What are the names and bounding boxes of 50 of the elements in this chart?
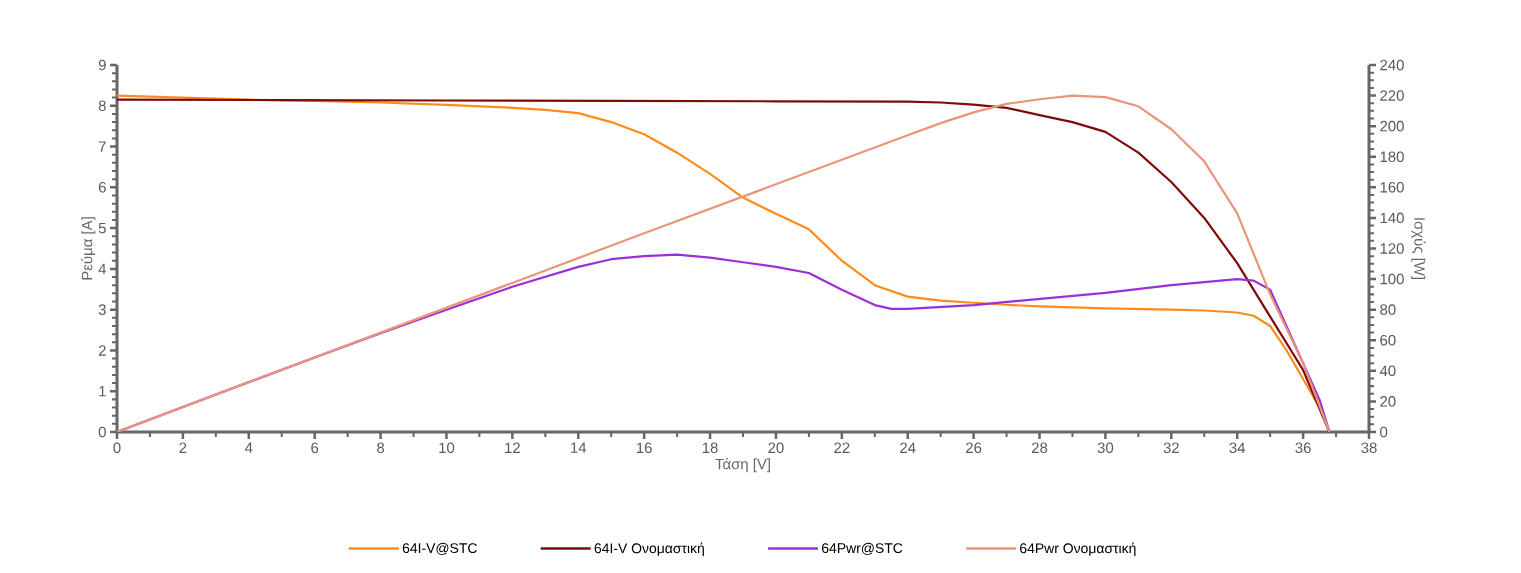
x-tick-label: 34 <box>1229 442 1246 454</box>
x-tick-label: 2 <box>179 442 187 453</box>
y2-tick-label: 80 <box>1380 304 1396 315</box>
y-tick-label: 4 <box>98 263 107 275</box>
x-tick-label: 14 <box>571 442 587 453</box>
y2-tick-label: 20 <box>1380 396 1396 407</box>
y-tick-label: 7 <box>98 141 106 152</box>
x-tick-label: 0 <box>113 442 121 454</box>
y2-tick-label: 160 <box>1380 182 1404 193</box>
x-tick-label: 18 <box>702 442 718 454</box>
y-tick-label: 9 <box>98 59 106 71</box>
x-tick-label: 26 <box>966 442 982 454</box>
x-tick-label: 4 <box>244 442 253 453</box>
y-tick-label: 1 <box>99 386 106 397</box>
x-tick-label: 6 <box>311 442 319 454</box>
y2-axis-title: Ισχύς [W] <box>1411 218 1426 279</box>
x-tick-label: 16 <box>636 442 652 454</box>
x-tick-label: 32 <box>1163 442 1179 454</box>
y2-tick-label: 0 <box>1380 426 1388 438</box>
x-tick-label: 30 <box>1097 442 1114 454</box>
y-tick-label: 2 <box>98 345 106 356</box>
x-tick-label: 38 <box>1361 442 1377 454</box>
y2-tick-label: 240 <box>1380 59 1404 71</box>
y2-tick-label: 180 <box>1380 151 1404 163</box>
legend-label: 64I-V@STC <box>402 542 477 555</box>
y2-tick-label: 120 <box>1380 243 1404 254</box>
y2-tick-label: 40 <box>1379 365 1396 377</box>
x-tick-label: 22 <box>834 442 850 453</box>
y-tick-label: 3 <box>98 304 106 315</box>
y-axis-title: Ρεύμα [A] <box>80 217 96 280</box>
x-tick-label: 12 <box>505 442 520 453</box>
x-tick-label: 10 <box>439 442 455 454</box>
x-tick-label: 28 <box>1031 442 1048 454</box>
legend-label: 64Pwr@STC <box>821 542 903 555</box>
y2-tick-label: 200 <box>1380 120 1404 132</box>
y2-tick-label: 60 <box>1380 334 1396 346</box>
legend-label: 64I-V Ονομαστική <box>594 542 704 557</box>
y-tick-label: 6 <box>98 182 106 193</box>
y-tick-label: 0 <box>98 426 106 438</box>
y2-tick-label: 140 <box>1380 212 1404 224</box>
x-tick-label: 20 <box>768 442 784 454</box>
x-tick-label: 36 <box>1295 442 1311 454</box>
legend-label: 64Pwr Ονομαστική <box>1020 542 1136 557</box>
y2-tick-label: 100 <box>1380 273 1404 285</box>
y-tick-label: 8 <box>98 100 106 112</box>
x-tick-label: 8 <box>377 442 385 454</box>
y-tick-label: 5 <box>98 222 106 234</box>
x-axis-title: Τάση [V] <box>715 457 770 473</box>
y2-tick-label: 220 <box>1380 90 1404 101</box>
x-tick-label: 24 <box>900 442 916 453</box>
